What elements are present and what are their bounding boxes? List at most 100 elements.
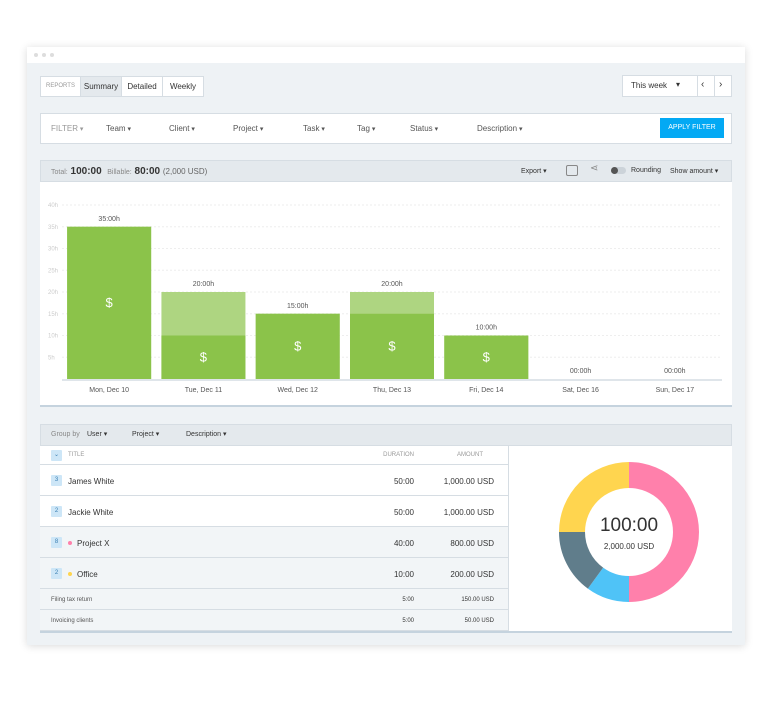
- filter[interactable]: Status: [410, 124, 438, 133]
- total-label: Total:: [51, 169, 68, 176]
- project-dot: [68, 572, 72, 576]
- range-caret: ▾: [676, 80, 681, 89]
- x-tick-label: Tue, Dec 11: [185, 387, 222, 394]
- row-title: Office: [77, 570, 98, 579]
- row-title: Invoicing clients: [51, 618, 94, 624]
- bar-chart: 5h 10h 15h 20h 25h 30h 35h 40h Mon, Dec 10 35:00h…: [40, 182, 732, 407]
- table-row: 3 James White 50:00 1,000.00 USD: [40, 465, 508, 496]
- title-bar: [27, 47, 745, 63]
- tab[interactable]: Summary: [80, 76, 122, 97]
- bar: [161, 335, 246, 379]
- filter[interactable]: Team: [106, 124, 131, 133]
- filter-label[interactable]: FILTER: [51, 124, 83, 133]
- row-amount: 1,000.00 USD: [443, 477, 494, 486]
- summary: Total: 100:00 Billable: 80:00 (2,000 USD…: [51, 166, 207, 177]
- bar: [444, 335, 529, 379]
- rounding-toggle[interactable]: [611, 167, 626, 174]
- filter[interactable]: Project: [233, 124, 263, 133]
- value-label: 35:00h: [98, 216, 120, 223]
- row-title: James White: [68, 477, 115, 486]
- row-duration: 5:00: [402, 597, 414, 603]
- group-header: [40, 424, 732, 446]
- column-header[interactable]: AMOUNT: [457, 452, 483, 458]
- group-label: Group by: [51, 431, 80, 438]
- prev-button[interactable]: ‹: [701, 79, 705, 90]
- tab[interactable]: Weekly: [162, 76, 204, 97]
- window-dot: [50, 53, 54, 57]
- billable: 80:00: [134, 166, 161, 177]
- group-select[interactable]: Description ▾: [186, 431, 227, 438]
- column-header[interactable]: DURATION: [383, 452, 414, 458]
- row-amount: 50.00 USD: [464, 618, 494, 624]
- table-header: ⌄ TITLE DURATION AMOUNT: [40, 446, 508, 465]
- y-tick-label: 15h: [48, 312, 58, 318]
- donut-total: 100:00: [600, 515, 658, 536]
- row-amount: 1,000.00 USD: [443, 508, 494, 517]
- y-tick-label: 35h: [48, 225, 58, 231]
- next-button[interactable]: ›: [719, 79, 723, 90]
- row-count: 8: [51, 537, 62, 548]
- divider: [508, 446, 509, 631]
- group-select[interactable]: User ▾: [87, 431, 108, 438]
- row-amount: 200.00 USD: [450, 570, 494, 579]
- show-amount[interactable]: Show amount ▾: [670, 168, 719, 175]
- filter[interactable]: Description: [477, 124, 522, 133]
- donut-chart: 100:00 2,000.00 USD: [559, 462, 699, 602]
- divider: [697, 75, 698, 97]
- billable-icon: $: [294, 338, 302, 353]
- row-count: 2: [51, 568, 62, 579]
- tab[interactable]: Detailed: [121, 76, 163, 97]
- group-option: Project: [132, 431, 154, 438]
- billable-icon: $: [200, 349, 208, 364]
- filter-bar: [40, 113, 732, 144]
- export-button[interactable]: Export ▾: [521, 168, 547, 175]
- donut-segment: [559, 532, 604, 589]
- apply-button[interactable]: APPLY FILTER: [660, 118, 724, 138]
- export-label: Export: [521, 168, 542, 175]
- bar: [67, 226, 152, 379]
- donut-amount: 2,000.00 USD: [604, 542, 654, 551]
- y-tick-label: 40h: [48, 203, 58, 209]
- x-tick-label: Wed, Dec 12: [278, 387, 318, 394]
- x-tick-label: Sat, Dec 16: [562, 387, 599, 394]
- range-label: This week: [631, 81, 668, 90]
- bar: [350, 313, 434, 379]
- x-tick-label: Fri, Dec 14: [469, 387, 503, 394]
- y-tick-label: 5h: [48, 355, 55, 361]
- filter[interactable]: Client: [169, 124, 195, 133]
- y-tick-label: 25h: [48, 268, 58, 274]
- rounding-label: Rounding: [631, 167, 661, 174]
- y-tick-label: 30h: [48, 247, 58, 253]
- show-amount-label: Show amount: [670, 168, 713, 175]
- y-tick-label: 10h: [48, 334, 58, 340]
- row-count: 2: [51, 506, 62, 517]
- range-picker[interactable]: [622, 75, 732, 97]
- row-title: Project X: [77, 539, 110, 548]
- row-duration: 50:00: [393, 508, 414, 517]
- column-header[interactable]: TITLE: [68, 452, 85, 458]
- row-count: 3: [51, 475, 62, 486]
- x-tick-label: Mon, Dec 10: [89, 387, 129, 394]
- row-duration: 50:00: [393, 477, 414, 486]
- table-row: Filing tax return 5:00 150.00 USD: [40, 589, 508, 610]
- value-label: 20:00h: [193, 281, 215, 288]
- filter[interactable]: Task: [303, 124, 325, 133]
- collapse-button[interactable]: ⌄: [51, 450, 62, 461]
- share-icon[interactable]: ⋖: [590, 163, 599, 174]
- group-select[interactable]: Project ▾: [132, 431, 160, 438]
- total: 100:00: [70, 166, 102, 177]
- billable-icon: $: [388, 338, 396, 353]
- group-option: Description: [186, 431, 222, 438]
- window-dot: [34, 53, 38, 57]
- bar: [255, 313, 340, 379]
- print-icon[interactable]: [566, 165, 578, 176]
- row-duration: 5:00: [402, 618, 414, 624]
- row-amount: 150.00 USD: [461, 597, 494, 603]
- value-label: 00:00h: [570, 368, 592, 375]
- donut-segment: [587, 567, 629, 602]
- row-duration: 40:00: [393, 539, 414, 548]
- value-label: 10:00h: [476, 325, 498, 332]
- tab-label: REPORTS: [40, 76, 81, 97]
- filter[interactable]: Tag: [357, 124, 375, 133]
